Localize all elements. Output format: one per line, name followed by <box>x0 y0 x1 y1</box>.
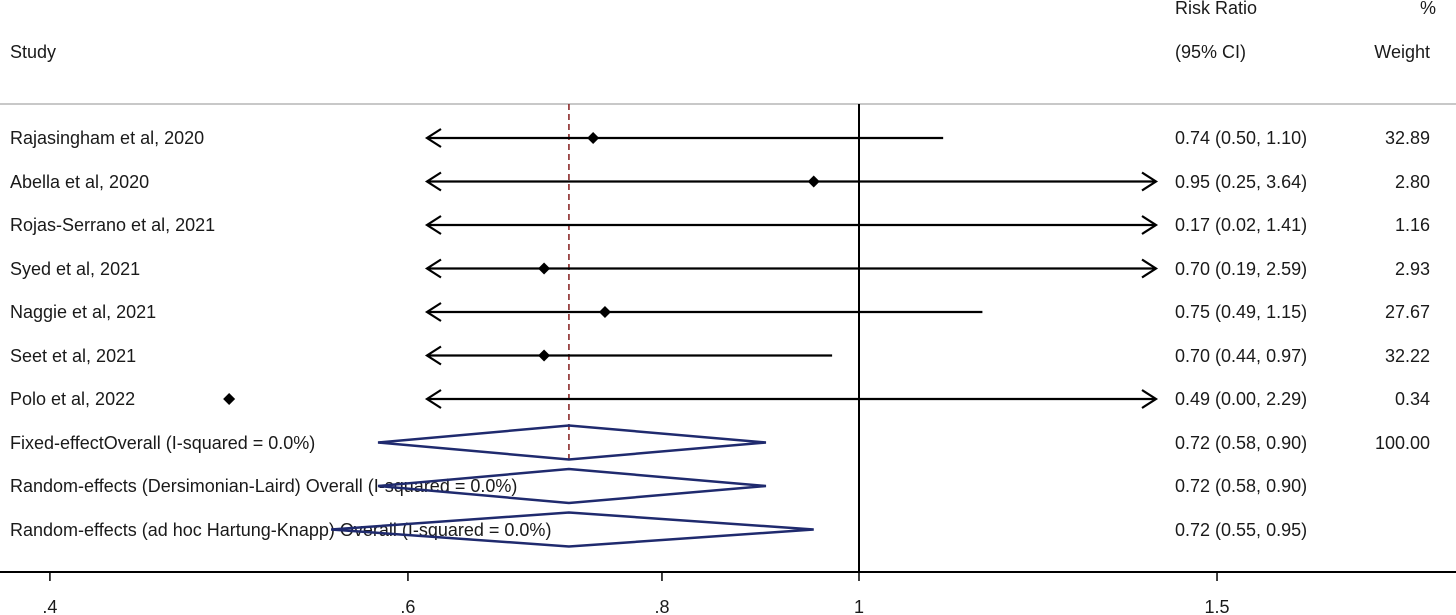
study-ci-text: 0.74 (0.50, 1.10) <box>1175 128 1308 148</box>
study-point-estimate <box>223 393 236 405</box>
study-ci-text: 0.75 (0.49, 1.15) <box>1175 302 1308 322</box>
study-ci-text: 0.95 (0.25, 3.64) <box>1175 171 1308 192</box>
study-label: Rajasingham et al, 2020 <box>10 128 205 148</box>
pooled-ci-text: 0.72 (0.58, 0.90) <box>1175 476 1308 496</box>
pooled-diamond <box>331 511 814 548</box>
study-point-estimate <box>587 132 600 144</box>
pooled-label: Random-effects (Dersimonian-Laird) Overa… <box>10 476 518 496</box>
ci-left-arrow <box>424 215 442 235</box>
study-weight: 27.67 <box>1384 302 1430 322</box>
study-label: Rojas-Serrano et al, 2021 <box>10 215 216 235</box>
study-label: Abella et al, 2020 <box>10 171 150 192</box>
ci-left-arrow <box>424 171 442 192</box>
pooled-weight: 100.00 <box>1374 432 1430 453</box>
x-tick-label: 1.5 <box>1205 597 1230 615</box>
study-point-estimate <box>807 175 820 188</box>
ci-right-arrow <box>1141 215 1159 235</box>
study-weight: 1.16 <box>1394 215 1430 235</box>
study-ci-text: 0.70 (0.44, 0.97) <box>1175 345 1308 366</box>
x-tick-label: .4 <box>42 597 57 615</box>
ci-left-arrow <box>424 345 442 366</box>
ci-right-arrow <box>1141 258 1159 279</box>
x-tick-label: .6 <box>400 597 415 615</box>
ci-right-arrow <box>1141 171 1159 192</box>
weight-percent-header: % <box>1419 0 1436 18</box>
study-point-estimate <box>538 262 551 275</box>
ci-left-arrow <box>424 389 442 409</box>
study-label: Seet et al, 2021 <box>10 345 137 366</box>
study-point-estimate <box>598 306 611 318</box>
pooled-ci-text: 0.72 (0.55, 0.95) <box>1175 519 1308 540</box>
ci-right-arrow <box>1141 389 1159 409</box>
study-column-header: Study <box>10 42 57 62</box>
study-weight: 2.93 <box>1394 258 1430 279</box>
pooled-ci-text: 0.72 (0.58, 0.90) <box>1175 432 1308 453</box>
x-tick-label: 1 <box>854 597 864 615</box>
study-point-estimate <box>538 349 551 362</box>
weight-header: Weight <box>1374 42 1430 62</box>
pooled-diamond <box>377 467 767 505</box>
ci-header: (95% CI) <box>1175 42 1247 62</box>
risk-ratio-header: Risk Ratio <box>1175 0 1258 18</box>
study-ci-text: 0.17 (0.02, 1.41) <box>1175 215 1308 235</box>
study-weight: 32.22 <box>1384 345 1430 366</box>
x-tick-label: .8 <box>654 597 669 615</box>
study-weight: 0.34 <box>1394 389 1430 409</box>
study-weight: 32.89 <box>1384 128 1430 148</box>
study-weight: 2.80 <box>1394 171 1430 192</box>
study-label: Naggie et al, 2021 <box>10 302 157 322</box>
study-label: Polo et al, 2022 <box>10 389 136 409</box>
ci-left-arrow <box>424 258 442 279</box>
ci-left-arrow <box>424 128 442 148</box>
study-label: Syed et al, 2021 <box>10 258 141 279</box>
pooled-label: Fixed-effectOverall (I-squared = 0.0%) <box>10 432 316 453</box>
study-ci-text: 0.49 (0.00, 2.29) <box>1175 389 1308 409</box>
ci-left-arrow <box>424 302 442 322</box>
pooled-diamond <box>377 424 767 461</box>
study-ci-text: 0.70 (0.19, 2.59) <box>1175 258 1308 279</box>
